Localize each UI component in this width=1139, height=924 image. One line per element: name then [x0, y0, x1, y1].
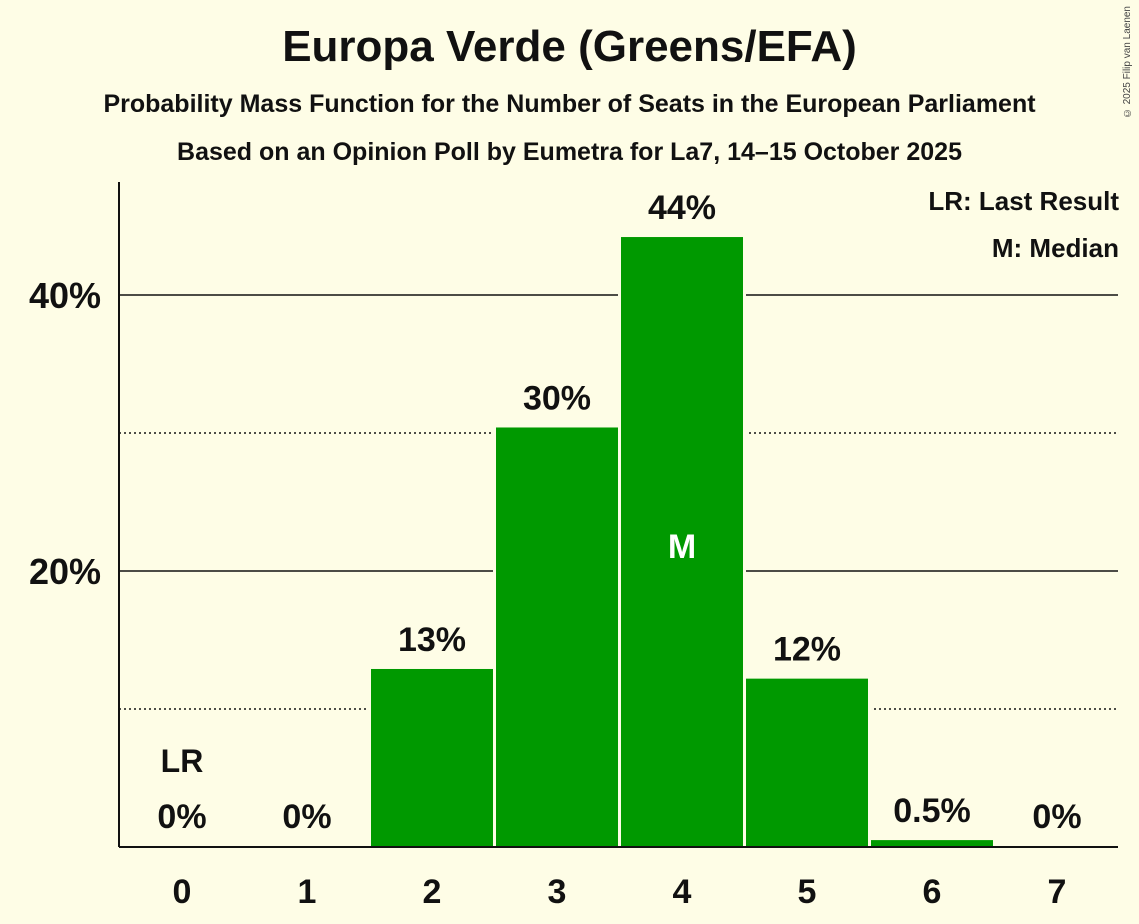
axes: [118, 182, 1118, 848]
data-label: 0.5%: [893, 792, 971, 830]
x-tick-label: 2: [423, 873, 442, 911]
x-tick-label: 3: [548, 873, 567, 911]
legend-median: M: Median: [991, 233, 1119, 263]
x-tick-label: 0: [173, 873, 192, 911]
data-label: 0%: [157, 798, 206, 836]
chart-source: Based on an Opinion Poll by Eumetra for …: [177, 138, 962, 166]
last-result-marker: LR: [161, 743, 204, 779]
bar-gap: [493, 424, 621, 847]
x-tick-label: 6: [923, 873, 942, 911]
labels: 20% 40% 0 0% LR 1 0% 2 13% 3 30% 4 44% M 5 12% 6 0.5% 7 0%: [29, 189, 1082, 911]
bar-gap: [368, 665, 496, 847]
legend-last-result: LR: Last Result: [928, 186, 1119, 216]
y-tick-label: 40%: [29, 275, 101, 316]
data-label: 30%: [523, 379, 591, 417]
chart-subtitle: Probability Mass Function for the Number…: [103, 90, 1036, 118]
median-marker: M: [668, 528, 696, 566]
data-label: 13%: [398, 621, 466, 659]
chart-title: Europa Verde (Greens/EFA): [282, 22, 857, 71]
data-label: 44%: [648, 189, 716, 227]
bars: [368, 234, 996, 848]
bar: [871, 840, 993, 847]
bar-gap: [743, 675, 871, 847]
bar-gap: [868, 837, 996, 847]
x-tick-label: 5: [798, 873, 817, 911]
data-label: 0%: [282, 798, 331, 836]
data-label: 0%: [1032, 798, 1081, 836]
x-tick-label: 4: [673, 873, 692, 911]
copyright-notice: © 2025 Filip van Laenen: [1122, 6, 1133, 119]
bar-gap: [618, 234, 746, 848]
data-label: 12%: [773, 631, 841, 669]
bar: [371, 668, 493, 847]
bar: [496, 427, 618, 847]
x-tick-label: 7: [1048, 873, 1067, 911]
bar: [746, 678, 868, 847]
gridlines: [119, 294, 1118, 710]
x-tick-label: 1: [298, 873, 317, 911]
bar: [621, 237, 743, 848]
y-tick-label: 20%: [29, 551, 101, 592]
